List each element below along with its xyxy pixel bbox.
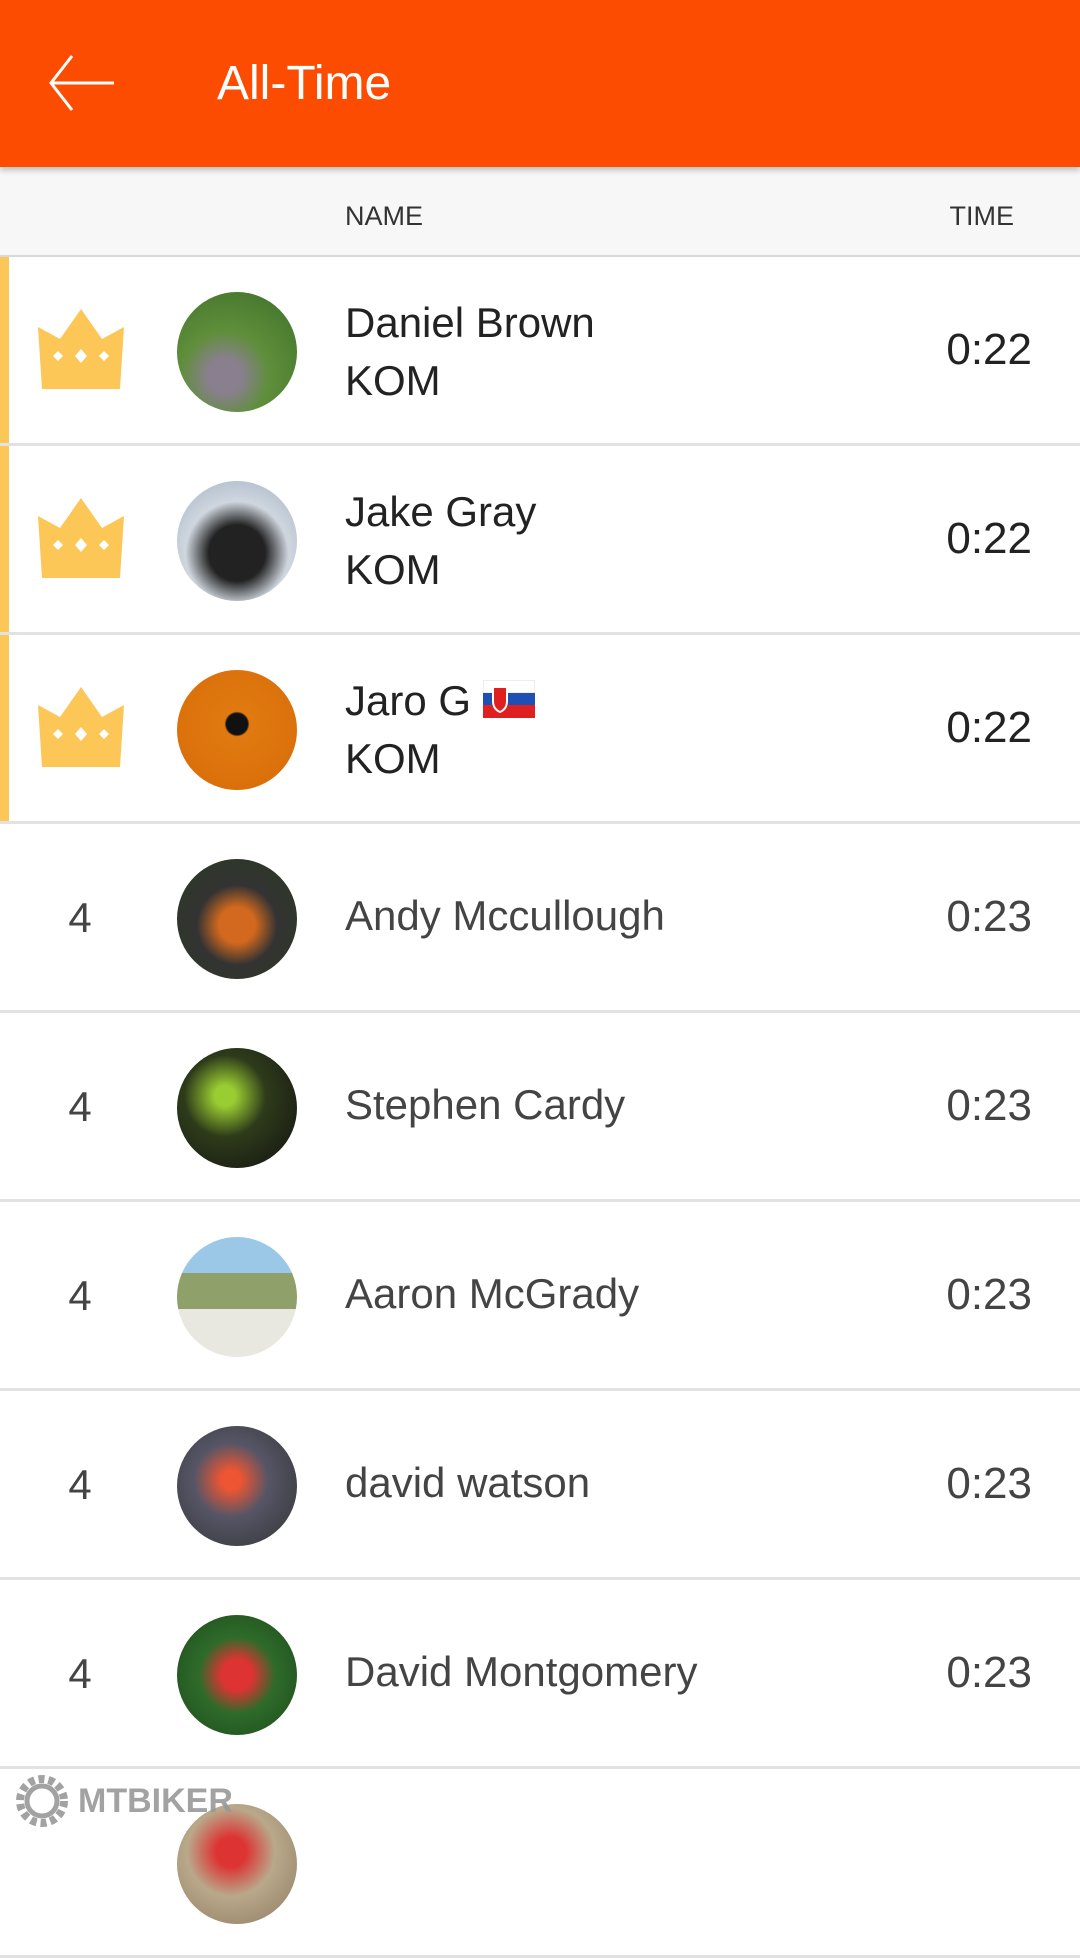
athlete-name[interactable]: david watson: [345, 1459, 591, 1506]
athlete-name-text: Daniel Brown: [345, 299, 595, 346]
athlete-name[interactable]: Jaro G: [345, 677, 536, 725]
avatar[interactable]: [177, 1048, 297, 1168]
rank: 4: [68, 1650, 92, 1697]
slovakia-flag-icon: [483, 679, 536, 718]
rank: 4: [68, 1461, 92, 1508]
avatar[interactable]: [177, 481, 297, 601]
athlete-name[interactable]: Jake Gray: [345, 488, 536, 536]
rank: 4: [68, 1272, 92, 1319]
leaderboard-row[interactable]: Jake Gray KOM 0:22: [0, 446, 1080, 635]
leaderboard-row[interactable]: Daniel Brown KOM 0:22: [0, 257, 1080, 446]
avatar[interactable]: [177, 292, 297, 412]
kom-label: KOM: [345, 735, 441, 782]
avatar[interactable]: [177, 670, 297, 790]
avatar[interactable]: [177, 1237, 297, 1357]
segment-time: 0:23: [946, 892, 1032, 941]
avatar[interactable]: [177, 1426, 297, 1546]
athlete-name[interactable]: Aaron McGrady: [345, 1270, 640, 1317]
crown-icon: [38, 498, 124, 578]
kom-label: KOM: [345, 357, 441, 404]
watermark: MTBIKER: [14, 1773, 233, 1829]
avatar[interactable]: [177, 1615, 297, 1735]
athlete-name[interactable]: Andy Mccullough: [345, 892, 665, 939]
athlete-name[interactable]: Daniel Brown: [345, 299, 595, 347]
kom-label: KOM: [345, 546, 441, 593]
leaderboard-row[interactable]: 4 Aaron McGrady 0:23: [0, 1202, 1080, 1391]
segment-time: 0:23: [946, 1081, 1032, 1130]
back-button[interactable]: [48, 52, 118, 114]
crown-icon: [38, 687, 124, 767]
name-column-header: NAME: [345, 201, 424, 231]
rank: 4: [68, 1083, 92, 1130]
leaderboard-row[interactable]: 4 David Montgomery 0:23: [0, 1580, 1080, 1769]
avatar[interactable]: [177, 859, 297, 979]
leaderboard-row[interactable]: Jaro G KOM 0:22: [0, 635, 1080, 824]
column-header: NAME TIME: [0, 167, 1080, 257]
arrow-left-icon: [49, 55, 114, 111]
segment-time: 0:22: [946, 703, 1032, 752]
segment-time: 0:23: [946, 1459, 1032, 1508]
page-title: All-Time: [217, 57, 392, 110]
athlete-name-text: Jaro G: [345, 677, 472, 724]
leaderboard-row[interactable]: 4 Stephen Cardy 0:23: [0, 1013, 1080, 1202]
rank: 4: [68, 894, 92, 941]
leaderboard-row[interactable]: 4 Andy Mccullough 0:23: [0, 824, 1080, 1013]
segment-time: 0:22: [946, 514, 1032, 563]
leaderboard-row[interactable]: 4 david watson 0:23: [0, 1391, 1080, 1580]
app-bar: All-Time: [0, 0, 1080, 167]
watermark-text: MTBIKER: [78, 1781, 233, 1820]
athlete-name[interactable]: David Montgomery: [345, 1648, 698, 1695]
athlete-name[interactable]: Stephen Cardy: [345, 1081, 626, 1128]
segment-time: 0:23: [946, 1648, 1032, 1697]
gear-logo-icon: [16, 1775, 68, 1827]
segment-time: 0:23: [946, 1270, 1032, 1319]
time-column-header: TIME: [949, 201, 1015, 231]
segment-time: 0:22: [946, 325, 1032, 374]
athlete-name-text: Jake Gray: [345, 488, 537, 535]
crown-icon: [38, 309, 124, 389]
